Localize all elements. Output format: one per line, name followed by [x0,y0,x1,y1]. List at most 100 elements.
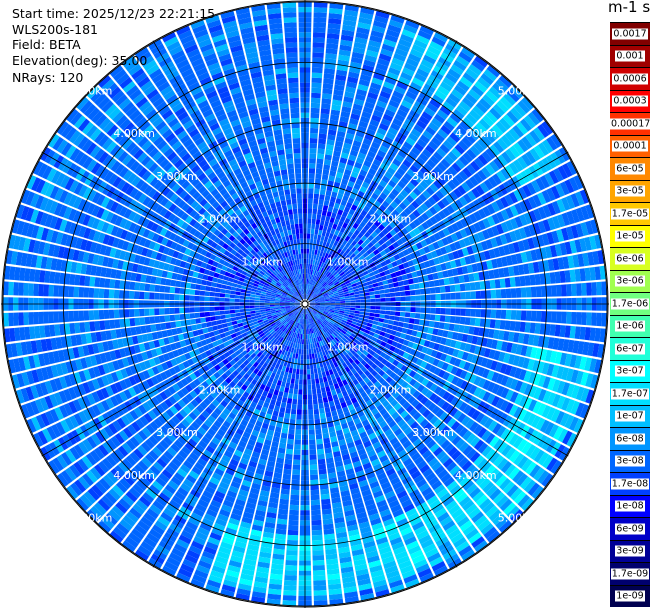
range-gate [404,334,412,341]
range-gate [291,484,300,491]
range-gate [525,346,533,358]
range-gate [555,183,566,198]
range-gate [315,302,321,304]
range-gate [547,392,557,406]
range-gate [323,294,329,298]
range-gate [419,338,426,346]
range-gate [359,248,367,255]
range-gate [520,118,532,132]
range-gate [400,332,407,339]
range-gate [353,98,365,106]
range-gate [288,367,293,374]
range-gate [312,554,325,561]
range-gate [488,349,496,360]
range-gate [601,281,607,296]
range-gate [469,317,476,326]
range-gate [324,284,329,289]
range-gate [309,444,316,450]
range-gate [491,371,500,383]
range-gate [347,250,354,257]
range-gate [425,218,434,228]
range-gate [391,209,400,218]
range-gate [329,217,335,224]
range-gate [335,197,342,205]
range-gate [454,284,461,292]
range-gate [342,101,353,109]
range-gate [509,378,519,390]
range-gate [355,305,361,309]
range-gate [426,348,433,356]
range-gate [472,233,481,243]
range-gate [447,68,461,80]
range-gate [332,155,340,162]
range-gate [286,403,292,409]
range-gate [308,434,316,440]
range-gate [360,324,367,329]
range-gate [469,254,477,264]
range-gate [307,338,311,345]
range-gate [359,308,366,312]
range-gate [504,165,515,178]
range-gate [357,152,367,160]
range-gate [368,287,375,292]
range-gate [306,238,310,244]
range-gate [353,249,360,256]
range-gate [346,319,353,324]
range-gate [312,294,317,298]
range-gate [427,327,434,335]
range-gate [438,255,445,264]
range-gate [428,280,435,288]
range-gate [355,278,361,283]
range-gate [532,360,540,372]
range-gate [455,220,464,230]
range-gate [388,19,404,29]
range-gate [325,231,330,238]
range-gate [318,372,323,379]
range-gate [292,368,297,374]
range-gate [525,310,532,321]
range-gate [339,250,345,256]
range-gate [572,340,580,354]
range-gate [584,327,591,341]
range-gate [328,312,334,316]
range-gate [551,393,561,408]
range-gate [345,86,356,94]
range-gate [334,229,340,236]
range-gate [374,132,385,141]
range-gate [324,447,332,454]
range-gate [424,237,432,246]
range-gate [435,248,443,257]
range-gate [474,81,488,93]
range-gate [378,318,385,323]
range-gate [337,315,343,320]
range-gate [440,158,451,169]
range-gate [400,33,414,44]
range-gate [321,251,326,258]
range-gate [459,228,468,238]
range-gate [312,213,317,220]
range-gate [284,387,290,394]
range-gate [589,327,596,342]
range-gate [325,149,333,156]
range-gate [499,234,508,245]
range-gate [312,286,317,292]
range-gate [315,282,320,288]
range-gate [358,317,364,321]
range-gate [336,317,343,322]
range-gate [537,388,547,402]
range-gate [329,170,337,177]
range-gate [310,484,319,491]
range-gate [419,166,430,176]
range-gate [477,154,489,166]
ray [306,25,435,300]
range-gate [357,214,365,221]
range-gate [313,281,317,287]
range-gate [541,121,554,135]
range-gate [396,275,403,282]
range-gate [389,256,396,263]
range-gate [482,206,491,217]
range-gate [306,253,309,259]
range-gate [333,240,339,247]
range-gate [500,167,511,180]
